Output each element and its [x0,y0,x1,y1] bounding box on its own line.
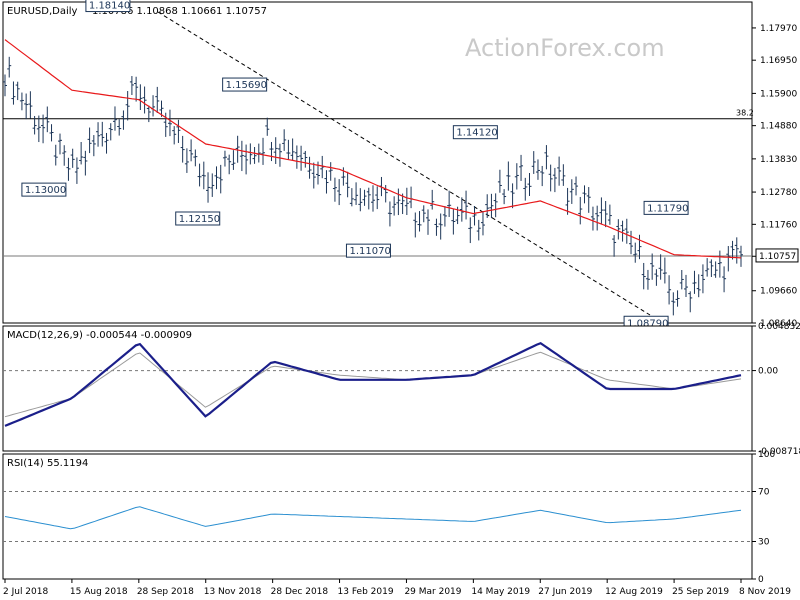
current-price-tag: 1.10757 [755,248,799,263]
annotation-box [452,125,498,140]
x-tick-label: 13 Nov 2018 [204,587,262,597]
rsi-y-tick-label: 0 [758,575,764,585]
annotation-box [345,243,391,258]
price-y-tick-label: 1.15900 [760,89,797,99]
rsi-y-tick-label: 30 [758,538,770,548]
moving-average-line [4,39,742,259]
annotation-box [222,77,268,92]
x-axis: 2 Jul 2018 15 Aug 2018 28 Sep 2018 13 Nov 2… [3,579,791,597]
price-candles [3,56,743,316]
macd-y-tick-label: 0.00 [758,367,778,377]
macd-title: MACD(12,26,9) -0.000544 -0.000909 [7,330,192,341]
annotation-box [85,0,131,13]
price-y-tick-label: 1.13830 [760,155,797,165]
x-tick-label: 27 Jun 2019 [538,587,592,597]
x-tick-label: 13 Feb 2019 [338,587,394,597]
x-tick-label: 28 Sep 2018 [137,587,194,597]
x-tick-label: 15 Aug 2018 [70,587,128,597]
annotation-box [21,182,67,197]
annotation-label: 1.13000 [25,185,66,196]
rsi-y-tick-label: 70 [758,488,770,498]
macd-panel: MACD(12,26,9) -0.000544 -0.000909 0.0048… [2,322,800,457]
price-y-tick-label: 1.12780 [760,188,797,198]
downtrend-line [157,11,651,316]
annotation-label: 1.11790 [647,203,688,214]
x-tick-label: 8 Nov 2019 [739,587,791,597]
macd-signal-line [4,351,742,418]
macd-y-tick-label: -0.008718 [758,447,800,457]
macd-y-tick-label: 0.004832 [758,322,800,332]
annotation-label: 1.11070 [349,246,390,257]
x-tick-label: 12 Aug 2019 [605,587,663,597]
price-tag-box [755,248,799,263]
price-y-tick-label: 1.17970 [760,24,797,34]
macd-line [4,341,742,427]
rsi-panel: RSI(14) 55.1194 100 70 30 0 [2,450,775,585]
price-y-axis: 1.17970 1.16950 1.15900 1.14880 1.13830 1.127… [752,24,797,329]
price-y-tick-label: 1.11760 [760,220,797,230]
x-tick-label: 25 Sep 2019 [672,587,729,597]
watermark: ActionForex.com [465,34,665,62]
annotation-label: 1.15690 [226,80,267,91]
price-panel: EURUSD,Daily 1.10786 1.10868 1.10661 1.1… [2,0,799,330]
annotation-label: 1.08790 [627,318,668,329]
annotation-label: 1.12150 [179,214,220,225]
price-y-tick-label: 1.09660 [760,287,797,297]
rsi-title: RSI(14) 55.1194 [7,458,88,469]
rsi-line [4,506,742,530]
rsi-y-tick-label: 100 [758,450,775,460]
price-panel-frame [2,1,753,324]
annotation-label: 1.18140 [89,1,130,12]
price-y-tick-label: 1.14880 [760,122,797,132]
x-tick-label: 14 May 2019 [471,587,530,597]
x-tick-label: 28 Dec 2018 [271,587,329,597]
annotation-box [175,211,221,226]
chart-symbol: EURUSD,Daily [7,6,78,17]
x-tick-label: 29 Mar 2019 [404,587,461,597]
annotation-label: 1.14120 [456,128,497,139]
rsi-y-axis: 100 70 30 0 [3,450,775,585]
chart-ohlc: 1.10786 1.10868 1.10661 1.10757 [92,6,267,17]
price-tag-label: 1.10757 [759,252,796,262]
macd-y-axis: 0.004832 0.00 -0.008718 [3,322,800,457]
x-tick-label: 2 Jul 2018 [3,587,48,597]
fib-level-label: 38.2 [736,109,754,118]
annotation-box [643,200,689,215]
price-y-tick-label: 1.08640 [760,319,797,329]
rsi-panel-frame [2,453,753,580]
price-y-tick-label: 1.16950 [760,56,797,66]
